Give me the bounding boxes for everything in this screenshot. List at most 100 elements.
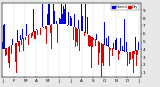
Bar	[53, 4, 54, 24]
Bar	[56, 21, 57, 24]
Bar	[46, 26, 47, 44]
Bar	[104, 22, 105, 45]
Bar	[34, 31, 35, 39]
Bar	[88, 35, 89, 46]
Bar	[5, 48, 6, 56]
Bar	[133, 51, 134, 73]
Bar	[65, 4, 66, 24]
Bar	[87, 17, 88, 34]
Bar	[43, 27, 44, 28]
Bar	[77, 29, 78, 46]
Bar	[31, 33, 32, 38]
Bar	[125, 34, 126, 52]
Bar	[73, 27, 74, 40]
Legend: Humid, Dry: Humid, Dry	[111, 4, 139, 10]
Bar	[106, 38, 107, 46]
Bar	[74, 14, 75, 27]
Bar	[102, 44, 103, 63]
Bar	[59, 18, 60, 24]
Bar	[9, 46, 10, 68]
Bar	[103, 44, 104, 66]
Bar	[17, 30, 18, 42]
Bar	[23, 38, 24, 51]
Bar	[51, 24, 52, 49]
Bar	[40, 28, 41, 35]
Bar	[58, 15, 59, 24]
Bar	[131, 48, 132, 51]
Bar	[70, 16, 71, 26]
Bar	[78, 20, 79, 29]
Bar	[11, 45, 12, 54]
Bar	[130, 52, 131, 60]
Bar	[42, 4, 43, 27]
Bar	[19, 41, 20, 52]
Bar	[6, 48, 7, 55]
Bar	[100, 42, 101, 57]
Bar	[137, 50, 138, 55]
Bar	[123, 50, 124, 51]
Bar	[81, 4, 82, 31]
Bar	[27, 36, 28, 37]
Bar	[67, 25, 68, 26]
Bar	[30, 34, 31, 75]
Bar	[50, 25, 51, 33]
Bar	[135, 37, 136, 51]
Bar	[55, 20, 56, 24]
Bar	[57, 24, 58, 43]
Bar	[138, 42, 139, 50]
Bar	[101, 43, 102, 77]
Bar	[12, 39, 13, 45]
Bar	[4, 24, 5, 49]
Bar	[95, 39, 96, 46]
Bar	[26, 23, 27, 36]
Bar	[75, 27, 76, 47]
Bar	[108, 36, 109, 47]
Bar	[96, 33, 97, 40]
Bar	[132, 51, 133, 59]
Bar	[62, 14, 63, 24]
Bar	[2, 42, 3, 49]
Bar	[134, 51, 135, 54]
Bar	[112, 48, 113, 56]
Bar	[126, 42, 127, 52]
Bar	[32, 32, 33, 36]
Bar	[79, 29, 80, 51]
Bar	[98, 41, 99, 65]
Bar	[47, 14, 48, 25]
Bar	[84, 32, 85, 36]
Bar	[71, 18, 72, 26]
Bar	[18, 41, 19, 46]
Bar	[60, 19, 61, 24]
Bar	[80, 22, 81, 30]
Bar	[90, 36, 91, 46]
Bar	[124, 19, 125, 52]
Bar	[127, 52, 128, 66]
Bar	[52, 17, 53, 24]
Bar	[83, 32, 84, 36]
Bar	[22, 29, 23, 39]
Bar	[33, 9, 34, 32]
Bar	[82, 16, 83, 31]
Bar	[28, 35, 29, 45]
Bar	[24, 22, 25, 37]
Bar	[109, 47, 110, 66]
Bar	[115, 40, 116, 50]
Bar	[29, 34, 30, 35]
Bar	[129, 52, 130, 64]
Bar	[128, 36, 129, 52]
Bar	[85, 4, 86, 33]
Bar	[116, 38, 117, 50]
Bar	[20, 35, 21, 40]
Bar	[48, 4, 49, 25]
Bar	[25, 37, 26, 40]
Bar	[49, 4, 50, 25]
Bar	[107, 45, 108, 46]
Bar	[113, 43, 114, 49]
Bar	[3, 25, 4, 49]
Bar	[8, 47, 9, 63]
Bar	[136, 50, 137, 66]
Bar	[86, 23, 87, 33]
Bar	[99, 42, 100, 53]
Bar	[111, 44, 112, 48]
Bar	[118, 50, 119, 60]
